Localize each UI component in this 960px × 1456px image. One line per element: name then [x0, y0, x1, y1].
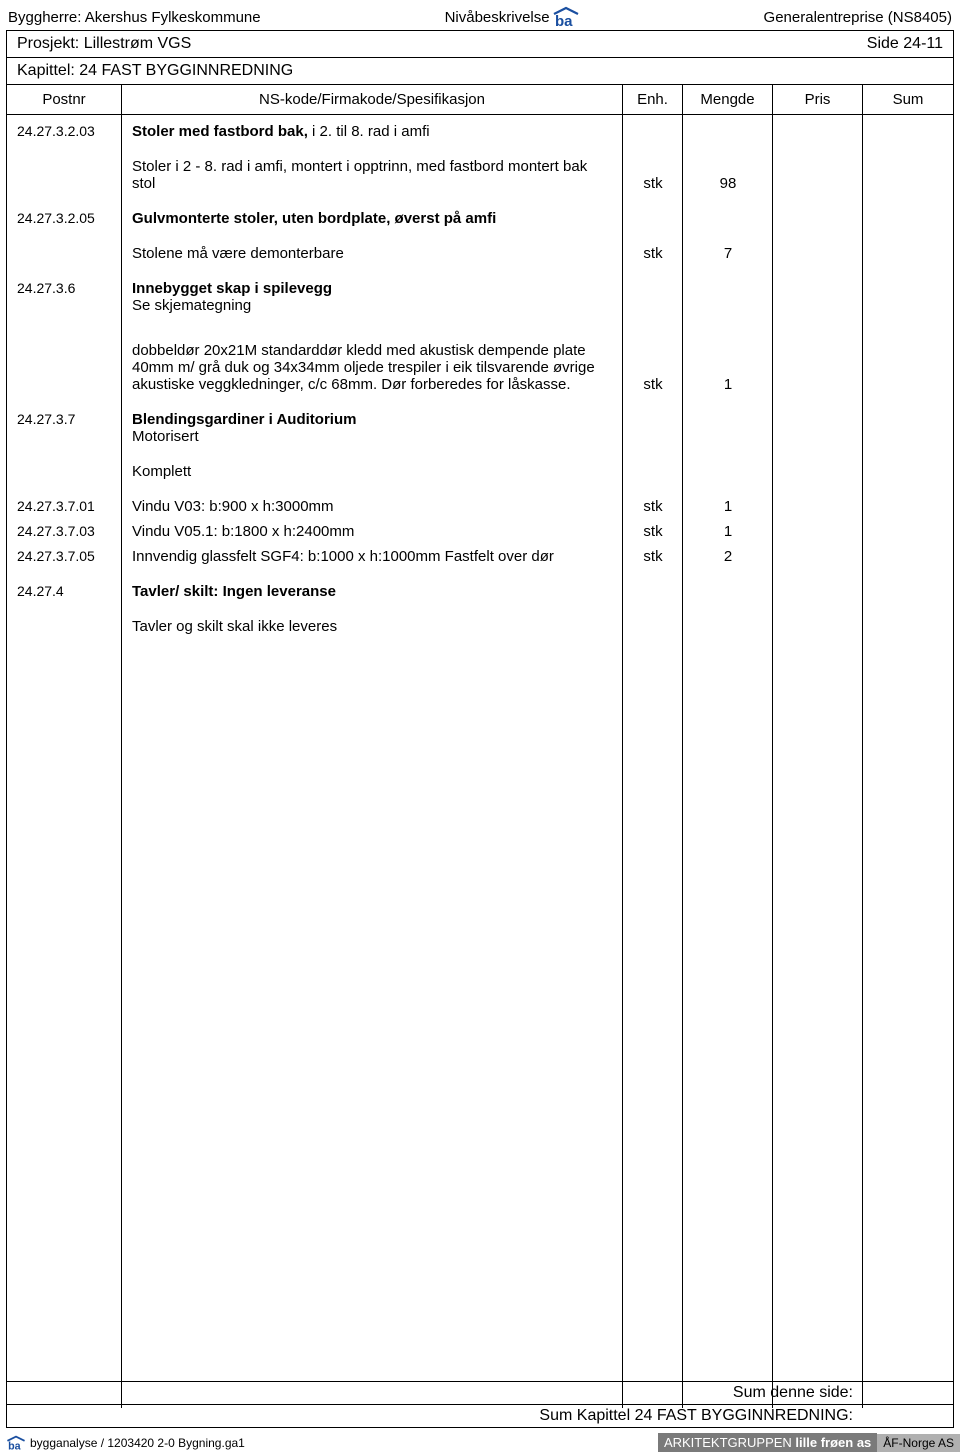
content-rows: 24.27.3.2.03 Stoler med fastbord bak, i … — [7, 119, 953, 639]
table-row: dobbeldør 20x21M standarddør kledd med a… — [7, 338, 953, 397]
table-row: Komplett — [7, 459, 953, 484]
footer-left-text: bygganalyse / 1203420 2-0 Bygning.ga1 — [30, 1436, 245, 1450]
col-sum: Sum — [863, 85, 953, 114]
doc-header: Byggherre: Akershus Fylkeskommune Nivåbe… — [0, 0, 960, 30]
footer-sums: Sum denne side: Sum Kapittel 24 FAST BYG… — [7, 1381, 953, 1427]
table-row: 24.27.3.6 Innebygget skap i spileveggSe … — [7, 276, 953, 318]
nivaa-center: Nivåbeskrivelse ba — [445, 6, 580, 28]
col-pris: Pris — [773, 85, 863, 114]
sum-side: Sum denne side: — [7, 1382, 953, 1404]
byggherre: Byggherre: Akershus Fylkeskommune — [8, 9, 261, 26]
ba-logo-small-icon: ba — [6, 1435, 26, 1451]
svg-text:ba: ba — [8, 1440, 22, 1451]
table-row: 24.27.3.7.03 Vindu V05.1: b:1800 x h:240… — [7, 519, 953, 544]
page-frame: Prosjekt: Lillestrøm VGS Side 24-11 Kapi… — [6, 30, 954, 1428]
entreprise: Generalentreprise (NS8405) — [764, 9, 952, 26]
table-row: 24.27.4 Tavler/ skilt: Ingen leveranse — [7, 579, 953, 604]
col-enh: Enh. — [623, 85, 683, 114]
chapter-row: Kapittel: 24 FAST BYGGINNREDNING — [7, 58, 953, 85]
table-row: 24.27.3.7.01 Vindu V03: b:900 x h:3000mm… — [7, 494, 953, 519]
col-mengde: Mengde — [683, 85, 773, 114]
col-postnr: Postnr — [7, 85, 122, 114]
table-row: Stolene må være demonterbare stk 7 — [7, 241, 953, 266]
table-row: 24.27.3.2.05 Gulvmonterte stoler, uten b… — [7, 206, 953, 231]
ba-logo-icon: ba — [552, 6, 580, 28]
af-box: ÅF-Norge AS — [877, 1434, 960, 1452]
table-row: 24.27.3.2.03 Stoler med fastbord bak, i … — [7, 119, 953, 144]
table-header: Postnr NS-kode/Firmakode/Spesifikasjon E… — [7, 85, 953, 115]
sum-kapittel: Sum Kapittel 24 FAST BYGGINNREDNING: — [7, 1404, 953, 1427]
arkitekt-box: ARKITEKTGRUPPEN lille frøen as — [658, 1433, 877, 1452]
table-row: 24.27.3.7.05 Innvendig glassfelt SGF4: b… — [7, 544, 953, 569]
page-footer: ba bygganalyse / 1203420 2-0 Bygning.ga1… — [6, 1433, 960, 1452]
svg-text:ba: ba — [555, 13, 573, 28]
table-row: Tavler og skilt skal ikke leveres — [7, 614, 953, 639]
project-row: Prosjekt: Lillestrøm VGS Side 24-11 — [7, 31, 953, 58]
table-row: 24.27.3.7 Blendingsgardiner i Auditorium… — [7, 407, 953, 449]
table-row: Stoler i 2 - 8. rad i amfi, montert i op… — [7, 154, 953, 196]
col-spec: NS-kode/Firmakode/Spesifikasjon — [122, 85, 623, 114]
